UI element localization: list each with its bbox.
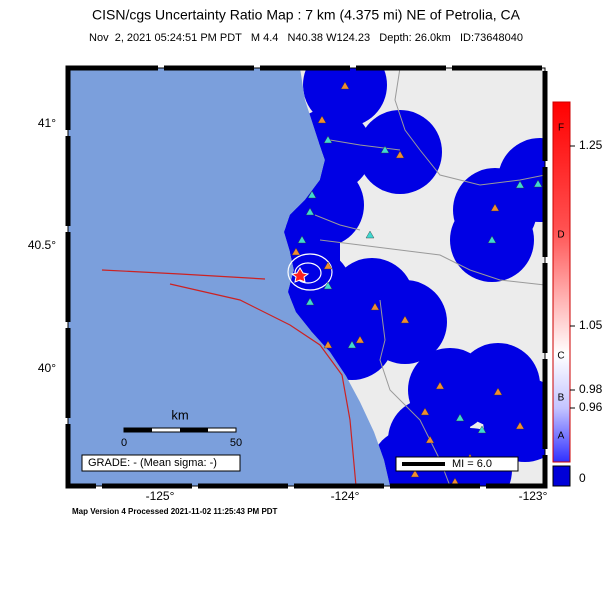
grade-letter: A (558, 431, 565, 442)
station (400, 315, 410, 324)
station (317, 115, 327, 124)
station (323, 340, 333, 349)
colorbar-tick: 1.05 (579, 318, 603, 332)
station (395, 150, 405, 159)
scale-seg (180, 428, 208, 432)
colorbar-zero-box (552, 465, 571, 487)
lon-label: -123° (519, 489, 548, 503)
station (365, 230, 375, 239)
map-frame-line (67, 67, 546, 487)
faults (101, 269, 357, 486)
station (305, 297, 315, 306)
scale-start: 0 (121, 437, 127, 449)
grade-letter: F (558, 123, 564, 134)
station (370, 302, 380, 311)
lon-label: -124° (331, 489, 360, 503)
lon-label: -125° (146, 489, 175, 503)
scale-bar: km 0 50 (121, 407, 242, 448)
zone (483, 378, 545, 462)
epicenter (290, 267, 310, 283)
lat-label: 41° (38, 116, 56, 130)
colorbar-zero: 0 (579, 471, 586, 485)
map-area (68, 68, 545, 486)
title: CISN/cgs Uncertainty Ratio Map : 7 km (4… (92, 7, 521, 23)
station (420, 407, 430, 416)
station (490, 203, 500, 212)
footer: Map Version 4 Processed 2021-11-02 11:25… (72, 507, 278, 516)
lat-label: 40.5° (28, 238, 56, 252)
station (323, 281, 333, 290)
station (410, 469, 420, 478)
station (323, 135, 333, 144)
grade-letter: B (558, 393, 565, 404)
station (291, 247, 301, 256)
station (533, 179, 543, 188)
station (305, 207, 315, 216)
station (355, 335, 365, 344)
colorbar-tick: 0.96 (579, 400, 603, 414)
station (425, 435, 435, 444)
station (307, 190, 317, 199)
station (380, 145, 390, 154)
station (323, 261, 333, 270)
station (515, 421, 525, 430)
station (340, 81, 350, 90)
grade-letter: C (557, 351, 564, 362)
station (435, 381, 445, 390)
colorbar-tick: 0.98 (579, 382, 603, 396)
colorbar-tick: 1.25 (579, 138, 603, 152)
mi-legend: MI = 6.0 (452, 458, 492, 470)
scale-unit: km (171, 407, 188, 422)
colorbar: F D C B A 1.25 1.05 0.98 0.96 0 (552, 101, 603, 487)
grade-box (81, 454, 241, 472)
station (515, 180, 525, 189)
station (297, 235, 307, 244)
grade: GRADE: - (Mean sigma: -) (88, 457, 217, 469)
lat-label: 40° (38, 361, 56, 375)
mi-box (395, 456, 519, 472)
colorbar-scale (552, 101, 571, 463)
station (455, 413, 465, 422)
station (487, 235, 497, 244)
grade-letter: D (557, 230, 564, 241)
station (477, 425, 487, 434)
station (493, 387, 503, 396)
scale-end: 50 (230, 437, 242, 449)
subtitle: Nov 2, 2021 05:24:51 PM PDT M 4.4 N40.38… (89, 32, 523, 44)
station (347, 340, 357, 349)
scale-seg (124, 428, 152, 432)
